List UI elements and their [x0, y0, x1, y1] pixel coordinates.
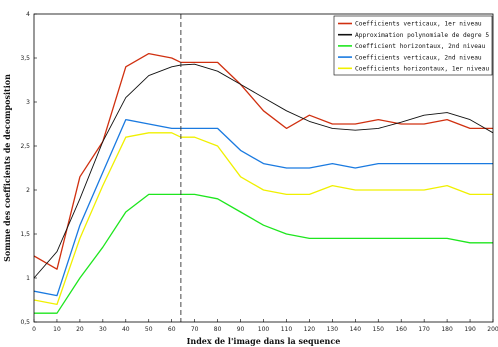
x-tick-label: 100: [258, 326, 270, 333]
y-tick-label: 2: [26, 187, 30, 194]
legend-label: Coefficient horizontaux, 2nd niveau: [355, 43, 486, 50]
series-line: [34, 193, 493, 314]
x-tick-label: 110: [281, 326, 293, 333]
series-line: [34, 132, 493, 306]
plot-area: [34, 52, 493, 314]
x-tick-label: 10: [53, 326, 61, 333]
x-tick-label: 140: [350, 326, 362, 333]
x-tick-label: 40: [122, 326, 130, 333]
x-tick-label: 70: [191, 326, 199, 333]
x-tick-label: 160: [395, 326, 407, 333]
y-tick-label: 3,5: [20, 55, 30, 62]
legend-label: Coefficients verticaux, 2nd niveau: [355, 54, 482, 61]
series-line: [34, 52, 493, 270]
legend-box: [333, 15, 493, 76]
y-tick-label: 4: [26, 11, 30, 18]
y-tick-label: 1,5: [20, 231, 30, 238]
series-line: [34, 63, 493, 279]
y-tick-label: 0,5: [20, 319, 30, 326]
x-tick-label: 90: [237, 326, 245, 333]
x-tick-label: 120: [304, 326, 316, 333]
legend-label: Approximation polynomiale de degre 5: [355, 32, 489, 39]
x-tick-label: 190: [464, 326, 476, 333]
x-tick-label: 60: [168, 326, 176, 333]
y-axis: 0,5 1 1,5 2 2,5 3 3,5 4: [20, 11, 37, 326]
x-tick-label: 170: [418, 326, 430, 333]
x-tick-label: 0: [32, 326, 36, 333]
x-tick-label: 30: [99, 326, 107, 333]
y-tick-label: 2,5: [20, 143, 30, 150]
x-axis: 0 10 20 30 40 50 60 70 80 90 100 110 120 130 140 150 160…: [32, 319, 498, 333]
x-tick-label: 50: [145, 326, 153, 333]
y-tick-label: 1: [26, 275, 30, 282]
x-tick-label: 200: [487, 326, 498, 333]
legend-label: Coefficients horizontaux, 1er niveau: [355, 66, 489, 73]
x-tick-label: 20: [76, 326, 84, 333]
legend: Coefficients verticaux, 1er niveau Approx…: [333, 15, 493, 76]
x-axis-title: Index de l'image dans la sequence: [187, 336, 341, 346]
y-tick-label: 3: [26, 99, 30, 106]
x-tick-label: 80: [214, 326, 222, 333]
legend-label: Coefficients verticaux, 1er niveau: [355, 21, 482, 28]
series-line: [34, 118, 493, 297]
x-tick-label: 180: [441, 326, 453, 333]
x-tick-label: 150: [373, 326, 385, 333]
x-tick-label: 130: [327, 326, 339, 333]
y-axis-title: Somme des coefficients de decomposition: [2, 74, 12, 262]
